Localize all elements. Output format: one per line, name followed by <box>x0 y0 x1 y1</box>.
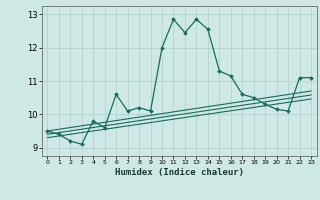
X-axis label: Humidex (Indice chaleur): Humidex (Indice chaleur) <box>115 168 244 177</box>
